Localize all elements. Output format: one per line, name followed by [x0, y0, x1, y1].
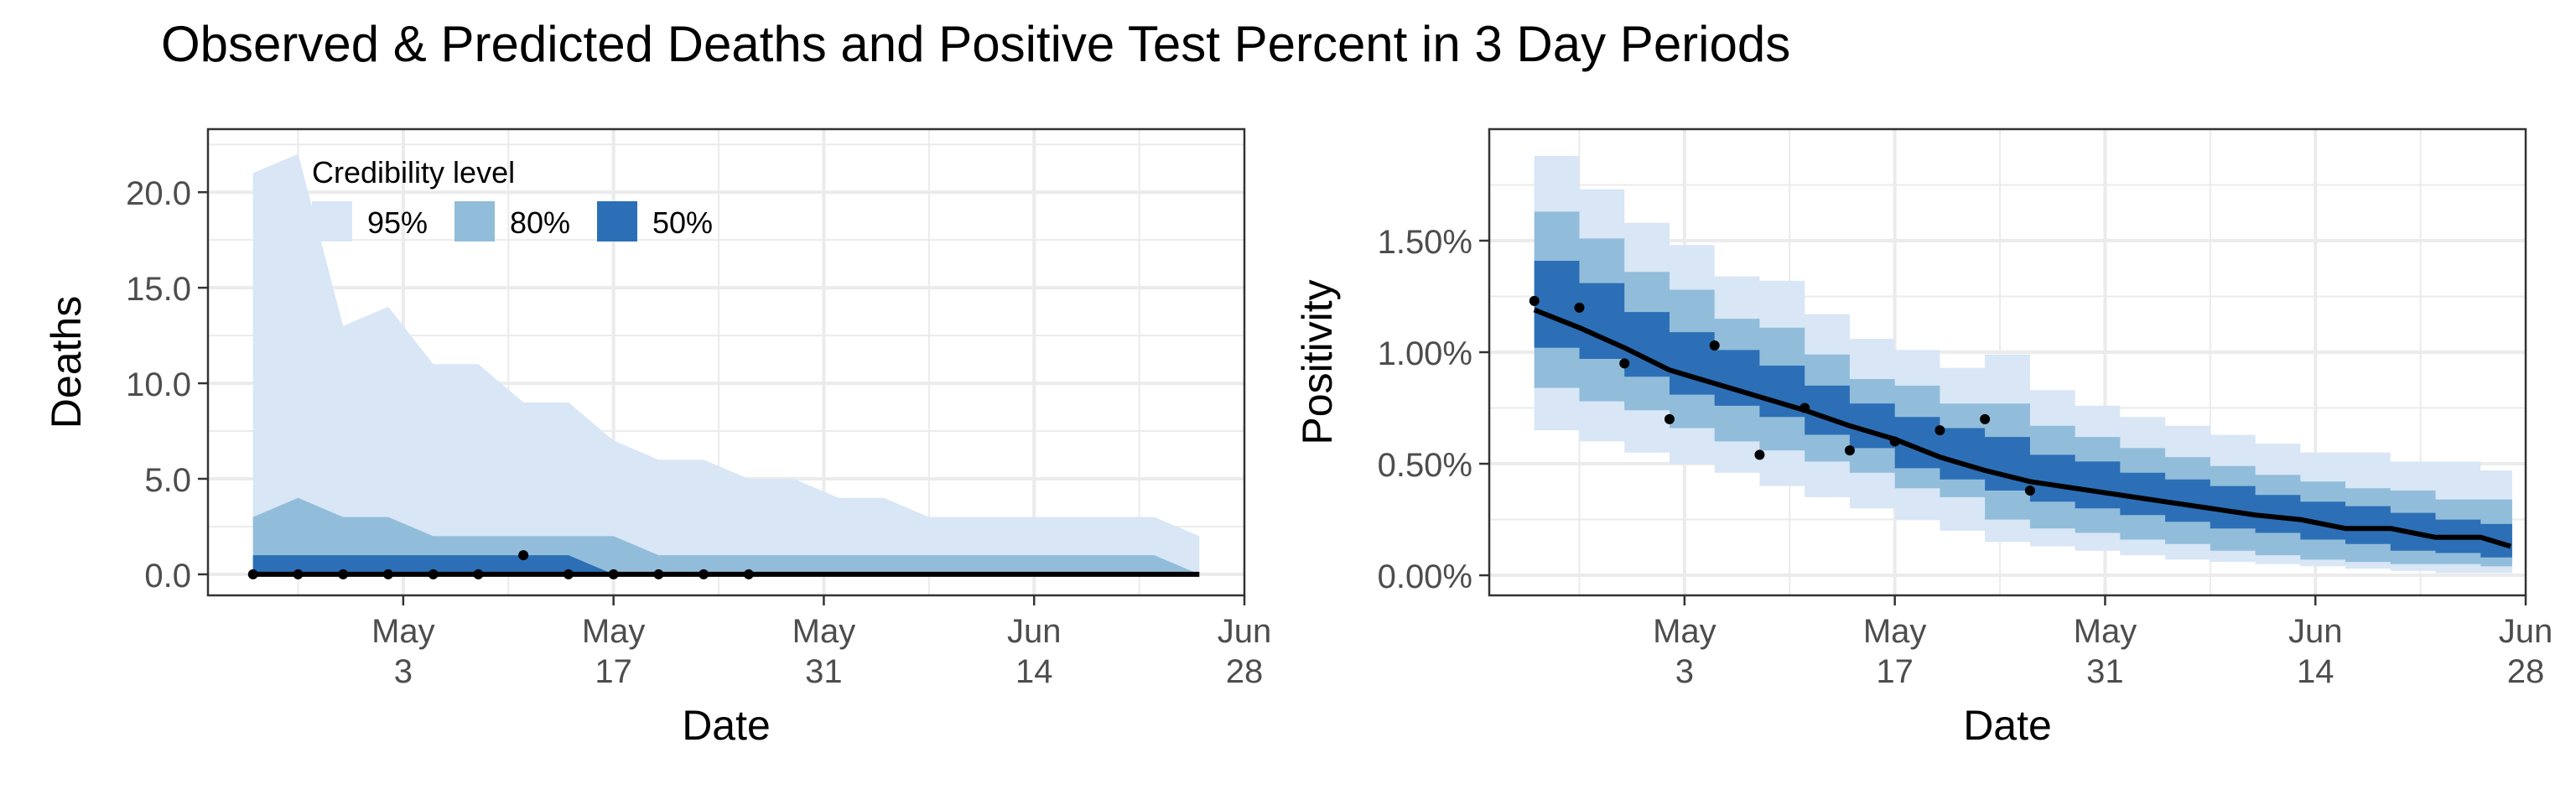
x-tick-label-month: May [792, 613, 856, 650]
x-axis-title: Date [1963, 702, 2052, 749]
band-95 [252, 153, 1200, 574]
legend-swatch-50 [597, 201, 637, 242]
legend-label: 95% [367, 205, 428, 240]
observed-point [1800, 402, 1810, 413]
x-tick-label-month: May [1653, 613, 1716, 650]
legend-swatch-80 [454, 201, 495, 242]
y-axis-title: Deaths [43, 296, 90, 428]
x-tick-label-month: Jun [2288, 613, 2343, 650]
observed-point [1664, 413, 1675, 424]
page-title: Observed & Predicted Deaths and Positive… [161, 16, 1791, 72]
observed-point [608, 569, 619, 579]
y-tick-label: 1.00% [1378, 335, 1472, 372]
y-tick-label: 0.0 [144, 558, 191, 595]
observed-point [1980, 413, 1991, 424]
x-tick-label-day: 3 [394, 653, 413, 690]
x-tick-label-day: 17 [595, 653, 632, 690]
y-tick-label: 20.0 [126, 175, 191, 212]
x-tick-label-month: May [2074, 613, 2137, 650]
x-tick-label-day: 31 [805, 653, 843, 690]
x-tick-label-month: May [371, 613, 435, 650]
panel-2: 0.00%0.50%1.00%1.50%May3May17May31Jun14J… [1294, 127, 2553, 749]
legend: Credibility level 95% 80% 50% [312, 155, 713, 242]
x-tick-label-day: 31 [2086, 653, 2124, 690]
x-tick-label-day: 14 [2297, 653, 2334, 690]
observed-point [247, 569, 258, 579]
panel-1: 0.05.010.015.020.0May3May17May31Jun14Jun… [43, 127, 1272, 749]
y-tick-label: 5.0 [144, 462, 191, 499]
x-tick-label-day: 17 [1876, 653, 1914, 690]
observed-point [653, 569, 664, 579]
y-tick-label: 0.00% [1378, 558, 1472, 595]
x-tick-label-month: Jun [1218, 613, 1272, 650]
y-tick-label: 0.50% [1378, 447, 1472, 484]
observed-point [1935, 425, 1945, 436]
observed-point [1619, 358, 1630, 369]
observed-point [743, 569, 754, 579]
median-line [1533, 307, 2511, 549]
observed-point [428, 569, 439, 579]
legend-label: 80% [510, 205, 570, 240]
x-axis-title: Date [682, 702, 771, 749]
observed-point [1709, 340, 1720, 351]
x-tick-label-month: Jun [2499, 613, 2553, 650]
y-axis-title: Positivity [1294, 279, 1341, 444]
observed-point [1754, 449, 1765, 460]
observed-point [1844, 445, 1855, 456]
band-80 [252, 497, 1200, 574]
y-tick-label: 10.0 [126, 366, 191, 403]
legend-label: 50% [652, 205, 713, 240]
observed-point [473, 569, 484, 579]
band-80 [1534, 211, 2512, 567]
x-tick-label-day: 14 [1015, 653, 1053, 690]
band-95 [1534, 155, 2512, 574]
observed-point [2024, 485, 2035, 496]
x-tick-label-day: 28 [1226, 653, 1264, 690]
legend-title: Credibility level [312, 155, 515, 190]
x-tick-label-day: 28 [2507, 653, 2545, 690]
plot-frame [1488, 127, 2527, 597]
observed-point [1574, 302, 1585, 313]
y-tick-label: 1.50% [1378, 224, 1472, 261]
observed-point [699, 569, 709, 579]
band-50 [1534, 261, 2512, 558]
y-tick-label: 15.0 [126, 271, 191, 308]
observed-point [518, 550, 529, 561]
band-50 [252, 555, 1200, 574]
x-tick-label-month: May [582, 613, 646, 650]
x-tick-label-day: 3 [1675, 653, 1694, 690]
x-tick-label-month: May [1863, 613, 1927, 650]
observed-point [1889, 436, 1900, 447]
plot-frame [206, 127, 1246, 597]
observed-point [293, 569, 304, 579]
x-tick-label-month: Jun [1007, 613, 1062, 650]
observed-point [563, 569, 574, 579]
observed-point [338, 569, 349, 579]
legend-swatch-95 [312, 201, 352, 242]
observed-point [1529, 295, 1540, 306]
observed-point [382, 569, 393, 579]
